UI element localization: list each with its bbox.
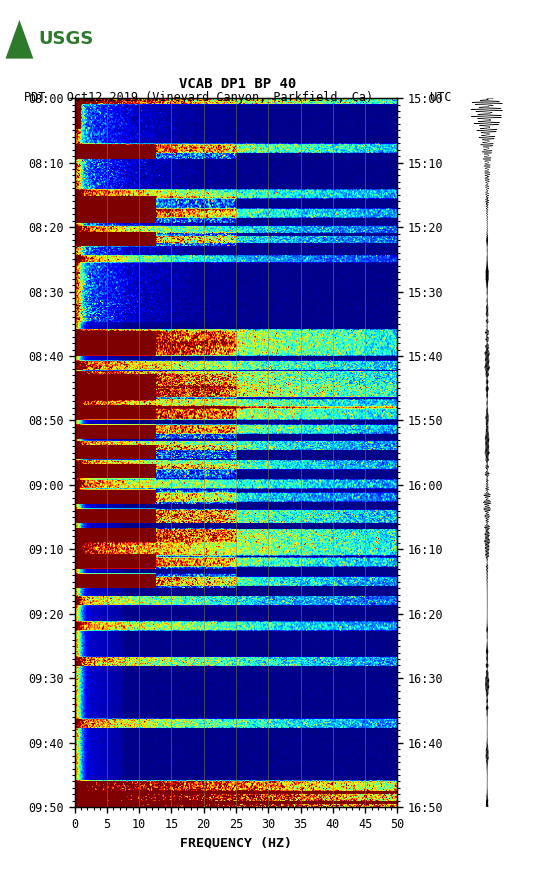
Text: VCAB DP1 BP 40: VCAB DP1 BP 40: [179, 77, 296, 91]
X-axis label: FREQUENCY (HZ): FREQUENCY (HZ): [180, 836, 292, 849]
Text: PDT   Oct12,2019 (Vineyard Canyon, Parkfield, Ca)        UTC: PDT Oct12,2019 (Vineyard Canyon, Parkfie…: [24, 91, 451, 103]
Polygon shape: [6, 20, 33, 59]
Text: USGS: USGS: [38, 30, 93, 48]
